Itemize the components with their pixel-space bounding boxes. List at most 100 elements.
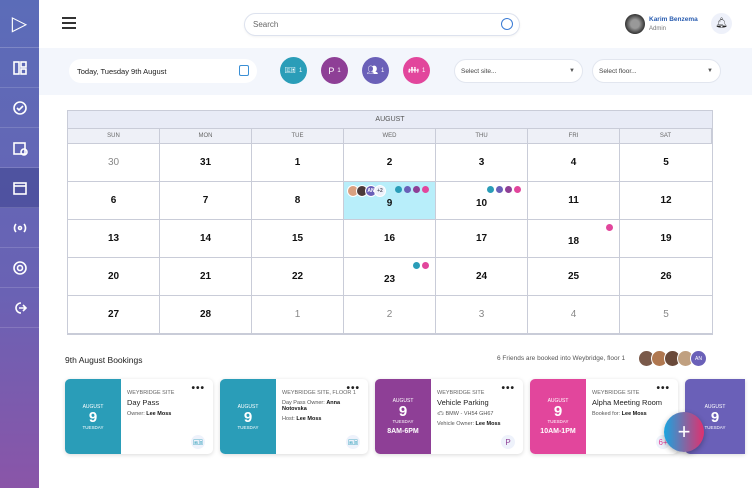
calendar-day[interactable]: 23 bbox=[344, 258, 436, 296]
day-number: 19 bbox=[660, 233, 672, 244]
menu-icon[interactable] bbox=[62, 17, 76, 29]
bookings-title: 9th August Bookings bbox=[65, 355, 143, 365]
date-strip: AUGUST 9 TUESDAY 10AM-1PM bbox=[530, 379, 586, 454]
filter-chip[interactable]: 👥︎ 1 bbox=[362, 57, 389, 84]
booking-card[interactable]: AUGUST 9 TUESDAY 10AM-1PM WEYBRIDGE SITE Alph… bbox=[530, 379, 678, 454]
calendar-day[interactable]: 30 bbox=[68, 144, 160, 182]
card-site: WEYBRIDGE SITE bbox=[127, 390, 175, 396]
calendar-day[interactable]: 17 bbox=[436, 220, 528, 258]
calendar-day[interactable]: 7 bbox=[160, 182, 252, 220]
calendar-day[interactable]: 10 bbox=[436, 182, 528, 220]
calendar-day[interactable]: 16 bbox=[344, 220, 436, 258]
booking-dots bbox=[395, 186, 429, 193]
day-number: 18 bbox=[567, 236, 580, 247]
dashboard-nav[interactable] bbox=[0, 48, 39, 88]
calendar-day[interactable]: 14 bbox=[160, 220, 252, 258]
calendar-day[interactable]: 4 bbox=[528, 144, 620, 182]
site-select[interactable]: Select site... ▼ bbox=[454, 59, 583, 83]
broadcast-nav[interactable] bbox=[0, 208, 39, 248]
calendar-day[interactable]: 19 bbox=[620, 220, 712, 258]
broadcast-icon bbox=[13, 222, 26, 233]
calendar-icon[interactable] bbox=[239, 65, 249, 76]
calendar-day[interactable]: 2 bbox=[344, 296, 436, 334]
calendar-day[interactable]: 1 bbox=[252, 144, 344, 182]
calendar-month: AUGUST bbox=[68, 111, 712, 129]
calendar-day[interactable]: 27 bbox=[68, 296, 160, 334]
day-number: 23 bbox=[383, 274, 396, 285]
calendar-day[interactable]: 24 bbox=[436, 258, 528, 296]
detail-label: 🚗 BMW - VH54 GH67 bbox=[437, 411, 494, 417]
weekday-label: FRI bbox=[528, 129, 620, 144]
calendar-day[interactable]: 25 bbox=[528, 258, 620, 296]
calendar-day[interactable]: 4 bbox=[528, 296, 620, 334]
calendar-grid: 30 31 1 2 3 4 5 6 7 8 9 AN +2 10 11 12 13 14 15 16 17 18 19 20 2… bbox=[68, 144, 712, 334]
booking-card[interactable]: AUGUST 9 TUESDAY WEYBRIDGE SITE, FLOOR 1 Day… bbox=[220, 379, 368, 454]
detail-value: Lee Moss bbox=[475, 421, 501, 427]
day-number: 30 bbox=[107, 157, 120, 168]
detail-value: Anna Notovska bbox=[282, 400, 341, 412]
check-circle-icon bbox=[12, 100, 27, 115]
card-time: 8AM-6PM bbox=[387, 428, 419, 435]
more-options-icon[interactable]: ••• bbox=[191, 383, 205, 394]
day-number: 10 bbox=[475, 198, 488, 209]
card-site: WEYBRIDGE SITE, FLOOR 1 bbox=[282, 390, 356, 396]
day-number: 7 bbox=[202, 195, 209, 206]
avatar[interactable] bbox=[625, 14, 645, 34]
calendar-nav[interactable] bbox=[0, 168, 39, 208]
calendar-day[interactable]: 3 bbox=[436, 144, 528, 182]
search-icon[interactable] bbox=[501, 18, 513, 30]
calendar-day[interactable]: 5 bbox=[620, 296, 712, 334]
calendar-day[interactable]: 26 bbox=[620, 258, 712, 296]
day-number: 2 bbox=[386, 309, 393, 320]
card-detail: Host: Lee Moss bbox=[282, 416, 364, 422]
calendar-day[interactable]: 20 bbox=[68, 258, 160, 296]
logout-nav[interactable] bbox=[0, 288, 39, 328]
search-input[interactable]: Search bbox=[244, 13, 520, 36]
calendar-day[interactable]: 9 AN +2 bbox=[344, 182, 436, 220]
bell-icon[interactable]: 🔔︎ bbox=[711, 13, 732, 34]
date-picker[interactable]: Today, Tuesday 9th August bbox=[69, 59, 257, 83]
more-options-icon[interactable]: ••• bbox=[501, 383, 515, 394]
day-number: 17 bbox=[475, 233, 488, 244]
calendar-day[interactable]: 31 bbox=[160, 144, 252, 182]
calendar-day[interactable]: 21 bbox=[160, 258, 252, 296]
settings-nav[interactable] bbox=[0, 248, 39, 288]
calendar-day[interactable]: 22 bbox=[252, 258, 344, 296]
floor-select[interactable]: Select floor... ▼ bbox=[592, 59, 721, 83]
more-options-icon[interactable]: ••• bbox=[656, 383, 670, 394]
booking-card[interactable]: AUGUST 9 TUESDAY WEYBRIDGE SITE Day Pass Owne… bbox=[65, 379, 213, 454]
people-icon: 👥︎ bbox=[366, 65, 379, 75]
more-options-icon[interactable]: ••• bbox=[346, 383, 360, 394]
day-number: 12 bbox=[660, 195, 672, 206]
meeting-icon: 👪︎ bbox=[407, 65, 420, 75]
check-nav[interactable] bbox=[0, 88, 39, 128]
calendar-day[interactable]: 18 bbox=[528, 220, 620, 258]
calendar-day[interactable]: 6 bbox=[68, 182, 160, 220]
calendar-day[interactable]: 12 bbox=[620, 182, 712, 220]
booking-card[interactable]: AUGUST 9 TUESDAY 8AM-6PM WEYBRIDGE SITE Vehic… bbox=[375, 379, 523, 454]
filter-chip[interactable]: 👪︎ 1 bbox=[403, 57, 430, 84]
schedule-nav[interactable] bbox=[0, 128, 39, 168]
filter-chip[interactable]: 🎫︎ 1 bbox=[280, 57, 307, 84]
calendar-day[interactable]: 1 bbox=[252, 296, 344, 334]
logo-icon[interactable]: ▷ bbox=[0, 0, 39, 48]
calendar-day[interactable]: 2 bbox=[344, 144, 436, 182]
day-number: 4 bbox=[570, 157, 577, 168]
calendar-day[interactable]: 15 bbox=[252, 220, 344, 258]
card-name: Vehicle Parking bbox=[437, 398, 489, 407]
card-month: AUGUST bbox=[704, 403, 726, 410]
calendar-day[interactable]: 13 bbox=[68, 220, 160, 258]
card-detail: Owner: Lee Moss bbox=[127, 411, 209, 417]
calendar-day[interactable]: 11 bbox=[528, 182, 620, 220]
add-booking-button[interactable]: + bbox=[664, 412, 704, 452]
parking-icon: P bbox=[328, 65, 335, 76]
friend-avatars[interactable]: AN bbox=[638, 350, 707, 367]
card-month: AUGUST bbox=[237, 403, 259, 410]
day-number: 9 bbox=[386, 198, 393, 209]
calendar-day[interactable]: 5 bbox=[620, 144, 712, 182]
calendar-day[interactable]: 8 bbox=[252, 182, 344, 220]
calendar-day[interactable]: 28 bbox=[160, 296, 252, 334]
card-day: 9 bbox=[88, 408, 98, 426]
calendar-day[interactable]: 3 bbox=[436, 296, 528, 334]
